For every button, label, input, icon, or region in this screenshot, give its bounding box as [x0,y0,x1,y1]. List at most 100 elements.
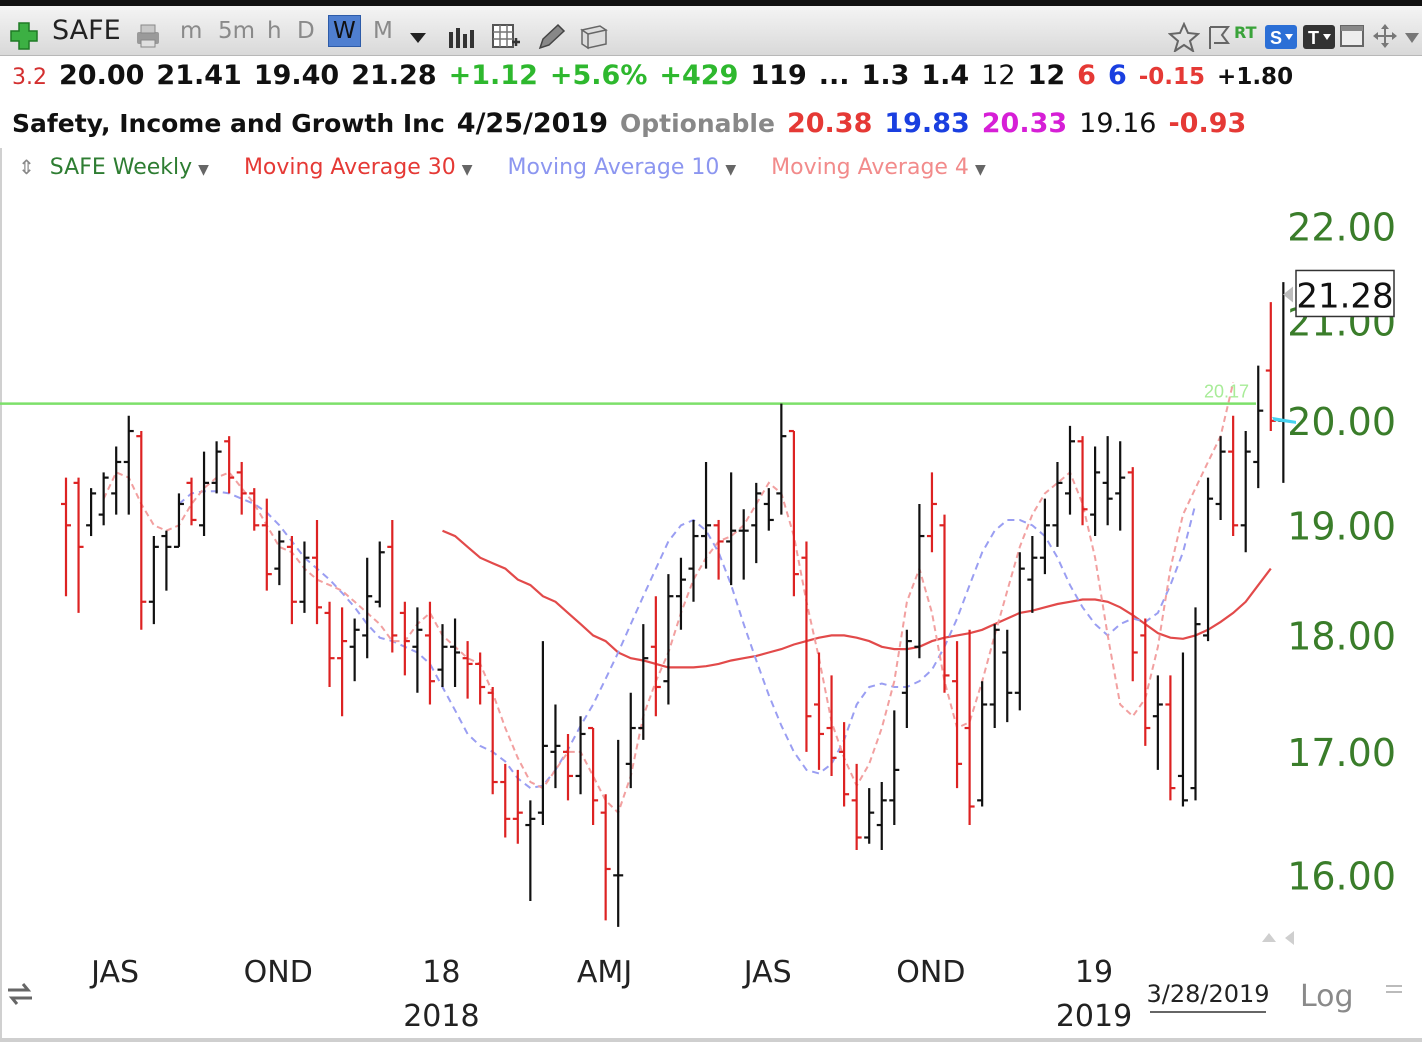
legend-dropdown-icon[interactable]: ▼ [974,162,986,178]
ohlc-bar[interactable] [1027,536,1038,613]
ohlc-bar[interactable] [512,769,523,844]
ohlc-bar[interactable] [387,519,398,653]
ohlc-bar[interactable] [274,530,285,586]
draw-pencil-icon[interactable] [536,22,566,52]
ohlc-bar[interactable] [148,536,159,625]
ohlc-bar[interactable] [889,710,900,826]
ohlc-bar[interactable] [111,446,122,515]
ohlc-bar[interactable] [788,429,799,597]
add-symbol-icon[interactable] [8,20,40,52]
ohlc-bar[interactable] [776,403,787,515]
ohlc-bar[interactable] [61,477,71,597]
ohlc-bar[interactable] [374,541,385,608]
ohlc-bar[interactable] [1077,436,1088,526]
ohlc-bar[interactable] [186,477,197,526]
ohlc-bar[interactable] [1240,431,1251,553]
period-h[interactable]: h [267,18,282,44]
ohlc-bar[interactable] [751,482,762,564]
ohlc-bar[interactable] [286,536,297,625]
toolbar-dropdown-icon[interactable] [1404,32,1420,44]
symbol-label[interactable]: SAFE [52,15,121,46]
ohlc-bar[interactable] [337,607,348,717]
ohlc-bar[interactable] [424,601,435,705]
ohlc-bar[interactable] [462,641,473,699]
ohlc-bar[interactable] [1165,675,1176,801]
period-m[interactable]: m [180,18,203,44]
ohlc-bar[interactable] [1140,618,1151,746]
ohlc-bar[interactable] [500,763,511,838]
legend-move-icon[interactable]: ⇕ [18,155,35,179]
ohlc-bar[interactable] [1152,675,1163,770]
ohlc-bar[interactable] [450,618,461,687]
period-w-active[interactable]: W [328,15,361,47]
ohlc-bar[interactable] [851,763,862,851]
ohlc-bar[interactable] [261,498,272,591]
ohlc-bar[interactable] [525,800,536,901]
alert-marker-icon[interactable] [1272,416,1296,424]
ohlc-bar[interactable] [173,493,184,548]
ohlc-bar[interactable] [437,624,448,687]
trade-icon[interactable]: T [1302,24,1336,50]
axis-menu-icon[interactable] [1386,985,1402,993]
legend-item-ma4[interactable]: Moving Average 4 ▼ [771,155,1004,180]
ohlc-bar[interactable] [399,601,410,676]
ma30-line[interactable] [442,529,1272,669]
legend-item-price[interactable]: SAFE Weekly ▼ [50,155,227,180]
ohlc-bar[interactable] [575,716,586,795]
ohlc-bar[interactable] [236,461,247,515]
period-dropdown-icon[interactable] [409,32,427,44]
period-m-monthly[interactable]: M [373,18,393,44]
ohlc-bar[interactable] [161,530,172,591]
legend-dropdown-icon[interactable]: ▼ [198,162,209,178]
window-icon[interactable] [1339,24,1367,50]
ohlc-bar[interactable] [688,519,699,602]
refresh-icon[interactable] [8,983,32,1005]
ohlc-bar[interactable] [977,681,988,807]
ohlc-bar[interactable] [1090,446,1101,537]
ohlc-bar[interactable] [864,788,875,844]
ohlc-bar[interactable] [412,607,423,693]
ohlc-bar[interactable] [1014,552,1025,711]
ohlc-bar[interactable] [1115,441,1126,531]
ohlc-bar[interactable] [726,472,737,586]
ohlc-bar[interactable] [563,733,573,801]
ohlc-bar[interactable] [312,519,322,625]
ohlc-bar[interactable] [123,415,134,515]
scan-icon[interactable]: S [1264,24,1298,50]
print-icon[interactable] [133,22,163,50]
period-d[interactable]: D [297,18,315,44]
flag-icon[interactable] [1206,24,1232,50]
ohlc-bar[interactable] [249,488,260,531]
ohlc-bar[interactable] [650,596,661,717]
ohlc-bar[interactable] [1190,607,1201,801]
ohlc-bar[interactable] [324,601,335,687]
ma10-line[interactable] [178,490,1197,790]
ohlc-bar[interactable] [638,624,649,740]
ohlc-bar[interactable] [537,641,548,826]
ohlc-bar[interactable] [550,704,561,789]
ohlc-bar[interactable] [839,722,850,807]
notes-icon[interactable] [578,24,610,52]
ohlc-bar[interactable] [1102,436,1113,526]
ohlc-bar[interactable] [1215,436,1226,520]
ohlc-bar[interactable] [801,541,812,752]
ohlc-bar[interactable] [763,488,774,531]
ohlc-bar[interactable] [613,739,624,927]
ohlc-bar[interactable] [939,514,950,693]
ohlc-bar[interactable] [362,557,373,659]
legend-item-ma10[interactable]: Moving Average 10 ▼ [508,155,755,180]
ohlc-bar[interactable] [989,624,1000,729]
bar-style-icon[interactable] [446,24,476,50]
ohlc-bar[interactable] [1177,652,1188,807]
ohlc-bar[interactable] [1228,415,1239,537]
ohlc-bar[interactable] [98,472,109,526]
ohlc-bar[interactable] [1127,467,1138,682]
ohlc-bar[interactable] [475,652,486,705]
ohlc-bar[interactable] [1253,365,1264,489]
legend-dropdown-icon[interactable]: ▼ [461,162,473,178]
ohlc-bar[interactable] [663,574,674,705]
ohlc-bar[interactable] [738,509,749,580]
ohlc-bar[interactable] [600,794,611,921]
ohlc-bar[interactable] [1039,498,1050,575]
